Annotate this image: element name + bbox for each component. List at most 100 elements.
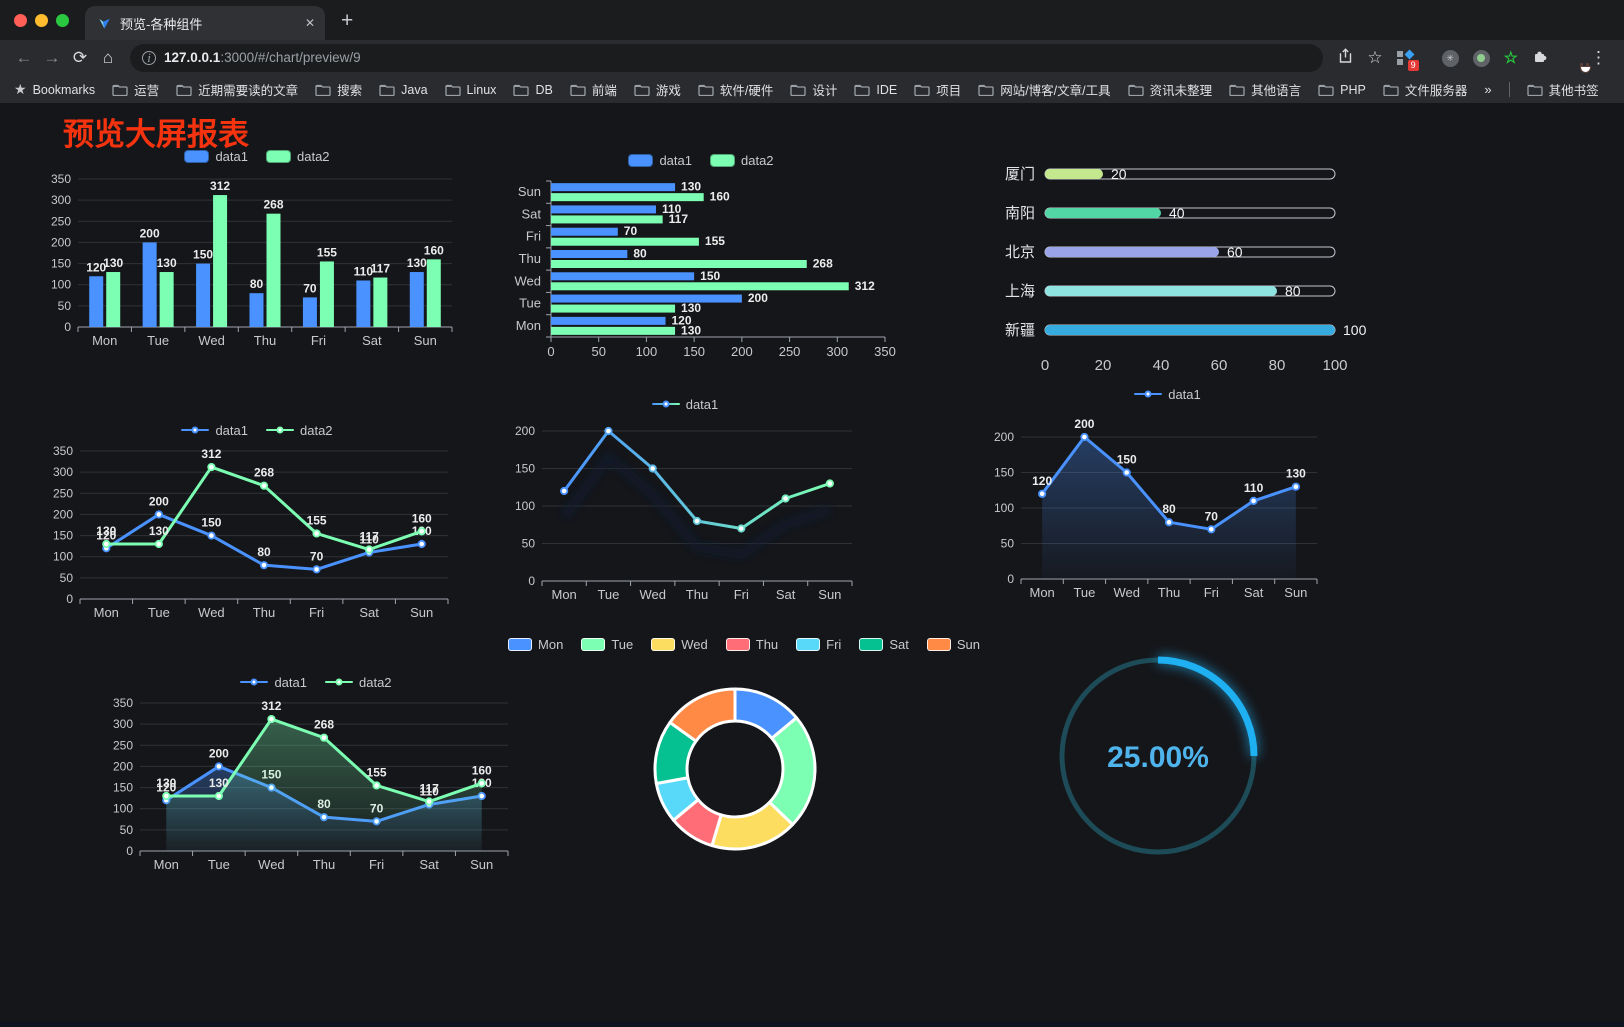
legend-item-data2[interactable]: data2 — [266, 423, 333, 438]
other-bookmarks[interactable]: 其他书签 — [1526, 80, 1599, 99]
bookmark-folder[interactable]: 软件/硬件 — [698, 80, 773, 99]
progress-plot[interactable]: 厦门 20 南阳 40 北京 60 上海 80 新疆 100 0 20 40 60 80 100 — [987, 158, 1367, 380]
site-info-icon[interactable]: i — [142, 51, 156, 65]
hbar-data2-Fri[interactable]: 155 — [551, 234, 725, 248]
legend-item-Tue[interactable]: Tue — [581, 637, 633, 652]
svg-text:268: 268 — [314, 718, 334, 732]
share-icon[interactable] — [1338, 48, 1353, 68]
legend-item-data2[interactable]: data2 — [325, 675, 392, 690]
bookmark-folder[interactable]: 游戏 — [634, 80, 681, 99]
pie-slice-Sun[interactable] — [668, 687, 737, 743]
chart-legend: data1 — [500, 394, 870, 414]
new-tab-button[interactable]: + — [341, 8, 354, 32]
progress-row-厦门[interactable]: 厦门 20 — [1005, 166, 1336, 183]
hbar-data1-Sun[interactable]: 130 — [551, 180, 701, 194]
legend-swatch — [651, 398, 680, 411]
line-dual-plot[interactable]: 0 50 100 150 200 250 300 350 Mon Tue Wed Thu Fri Sat S… — [42, 443, 462, 633]
extensions-puzzle-icon[interactable] — [1532, 48, 1548, 68]
series-data2[interactable]: 130 130 312 268 155 117 160 — [96, 447, 432, 554]
bar-grouped-plot[interactable]: 0 50 100 150 200 250 300 350 Mon Tue Wed Thu Fri Sat S… — [42, 169, 462, 361]
area-dual-plot[interactable]: 0 50 100 150 200 250 300 350 Mon Tue Wed Thu Fri Sat S… — [100, 695, 524, 885]
hbar-data2-Mon[interactable]: 130 — [551, 323, 701, 337]
bookmark-folder[interactable]: 设计 — [790, 80, 837, 99]
series-data1[interactable]: 120 200 150 80 70 110 130 — [96, 494, 432, 574]
bookmarks-overflow-chevron[interactable]: » — [1484, 82, 1492, 97]
minimize-window-button[interactable] — [35, 13, 48, 27]
legend-item-data1[interactable]: data1 — [628, 153, 692, 168]
gauge-plot[interactable]: 25.00% — [1040, 640, 1276, 870]
progress-row-上海[interactable]: 上海 80 — [1005, 283, 1336, 300]
progress-row-新疆[interactable]: 新疆 100 — [1005, 322, 1367, 339]
svg-text:Mon: Mon — [92, 333, 117, 348]
legend-item-Mon[interactable]: Mon — [508, 637, 563, 652]
browser-menu-icon[interactable]: ⋮ — [1590, 48, 1607, 67]
bookmark-folder[interactable]: 文件服务器 — [1383, 80, 1467, 99]
browser-tab[interactable]: 预览-各种组件 ✕ — [85, 6, 325, 40]
legend-item-Wed[interactable]: Wed — [651, 637, 708, 652]
series-data2[interactable]: 130 130 312 268 155 117 160 — [103, 179, 444, 327]
legend-item-Thu[interactable]: Thu — [725, 637, 778, 652]
bookmark-folder[interactable]: 项目 — [914, 80, 961, 99]
bookmark-folder[interactable]: DB — [513, 80, 553, 99]
hbar-data2-Wed[interactable]: 312 — [551, 279, 875, 293]
bookmark-folder[interactable]: Java — [379, 80, 428, 99]
bookmark-folder[interactable]: 其他语言 — [1229, 80, 1301, 99]
chart-legend: data1 data2 — [100, 672, 532, 692]
bookmark-folder[interactable]: PHP — [1318, 80, 1366, 99]
forward-button[interactable]: → — [43, 48, 61, 67]
close-window-button[interactable] — [14, 13, 27, 27]
svg-text:Sat: Sat — [1244, 585, 1264, 600]
extension-record-icon[interactable] — [1472, 49, 1490, 67]
series-data1[interactable]: 120 200 150 80 70 110 130 — [1032, 417, 1306, 579]
line-gradient-plot[interactable]: 0 50 100 150 200 Mon Tue Wed Thu Fri Sat Sun — [500, 417, 862, 613]
legend-item-data1[interactable]: data1 — [240, 675, 307, 690]
bookmark-folder[interactable]: 搜索 — [315, 80, 362, 99]
legend-item-data1[interactable]: data1 — [181, 423, 248, 438]
series-data1[interactable] — [560, 426, 834, 560]
bookmark-folder[interactable]: 运营 — [112, 80, 159, 99]
progress-row-南阳[interactable]: 南阳 40 — [1005, 205, 1336, 222]
hbar-data2-Sun[interactable]: 160 — [551, 190, 730, 204]
bookmark-folder[interactable]: 资讯未整理 — [1127, 80, 1212, 99]
hbar-data1-Thu[interactable]: 80 — [551, 247, 647, 261]
legend-item-data2[interactable]: data2 — [266, 149, 330, 164]
bookmark-star-icon[interactable]: ☆ — [1367, 48, 1383, 67]
hbar-data1-Fri[interactable]: 70 — [551, 224, 637, 238]
series-data1[interactable]: 120 200 150 80 70 110 130 — [86, 226, 427, 327]
hbar-data1-Mon[interactable]: 120 — [551, 313, 692, 327]
legend-item-Sat[interactable]: Sat — [859, 637, 909, 652]
hbar-data1-Sat[interactable]: 110 — [551, 202, 682, 216]
legend-item-data1[interactable]: data1 — [1134, 387, 1201, 402]
extension-green-star-icon[interactable]: ☆ — [1503, 49, 1518, 67]
series-data2[interactable]: 130 130 312 268 155 117 160 — [156, 699, 492, 851]
legend-item-data1[interactable]: data1 — [184, 149, 248, 164]
legend-item-data2[interactable]: data2 — [710, 153, 774, 168]
legend-item-Sun[interactable]: Sun — [926, 637, 980, 652]
legend-item-data1[interactable]: data1 — [651, 397, 718, 412]
home-button[interactable]: ⌂ — [102, 48, 114, 67]
hbar-data2-Thu[interactable]: 268 — [551, 257, 833, 271]
reload-button[interactable]: ⟳ — [72, 48, 88, 67]
bookmarks-manager[interactable]: ★ Bookmarks — [14, 81, 95, 98]
extension-grid-icon[interactable]: 9 — [1396, 49, 1419, 71]
url-bar[interactable]: i 127.0.0.1:3000/#/chart/preview/9 — [130, 44, 1324, 72]
bookmark-folder[interactable]: 近期需要读的文章 — [176, 80, 298, 99]
bookmark-folder[interactable]: Linux — [444, 80, 496, 99]
hbar-data2-Tue[interactable]: 130 — [551, 301, 701, 315]
progress-row-北京[interactable]: 北京 60 — [1005, 244, 1336, 261]
hbar-data1-Wed[interactable]: 150 — [551, 269, 720, 283]
tab-close-icon[interactable]: ✕ — [304, 16, 315, 30]
bookmark-folder[interactable]: IDE — [854, 80, 897, 99]
bookmark-folder[interactable]: 网站/博客/文章/工具 — [978, 80, 1111, 99]
folder-icon — [978, 84, 994, 96]
hbar-data2-Sat[interactable]: 117 — [551, 212, 688, 226]
bookmark-folder[interactable]: 前端 — [570, 80, 617, 99]
zoom-window-button[interactable] — [56, 13, 69, 27]
extension-asterisk-icon[interactable]: ✳ — [1441, 49, 1459, 67]
donut-plot[interactable] — [543, 657, 945, 871]
back-button[interactable]: ← — [15, 48, 33, 67]
hbar-data1-Tue[interactable]: 200 — [551, 291, 768, 305]
legend-item-Fri[interactable]: Fri — [796, 637, 841, 652]
